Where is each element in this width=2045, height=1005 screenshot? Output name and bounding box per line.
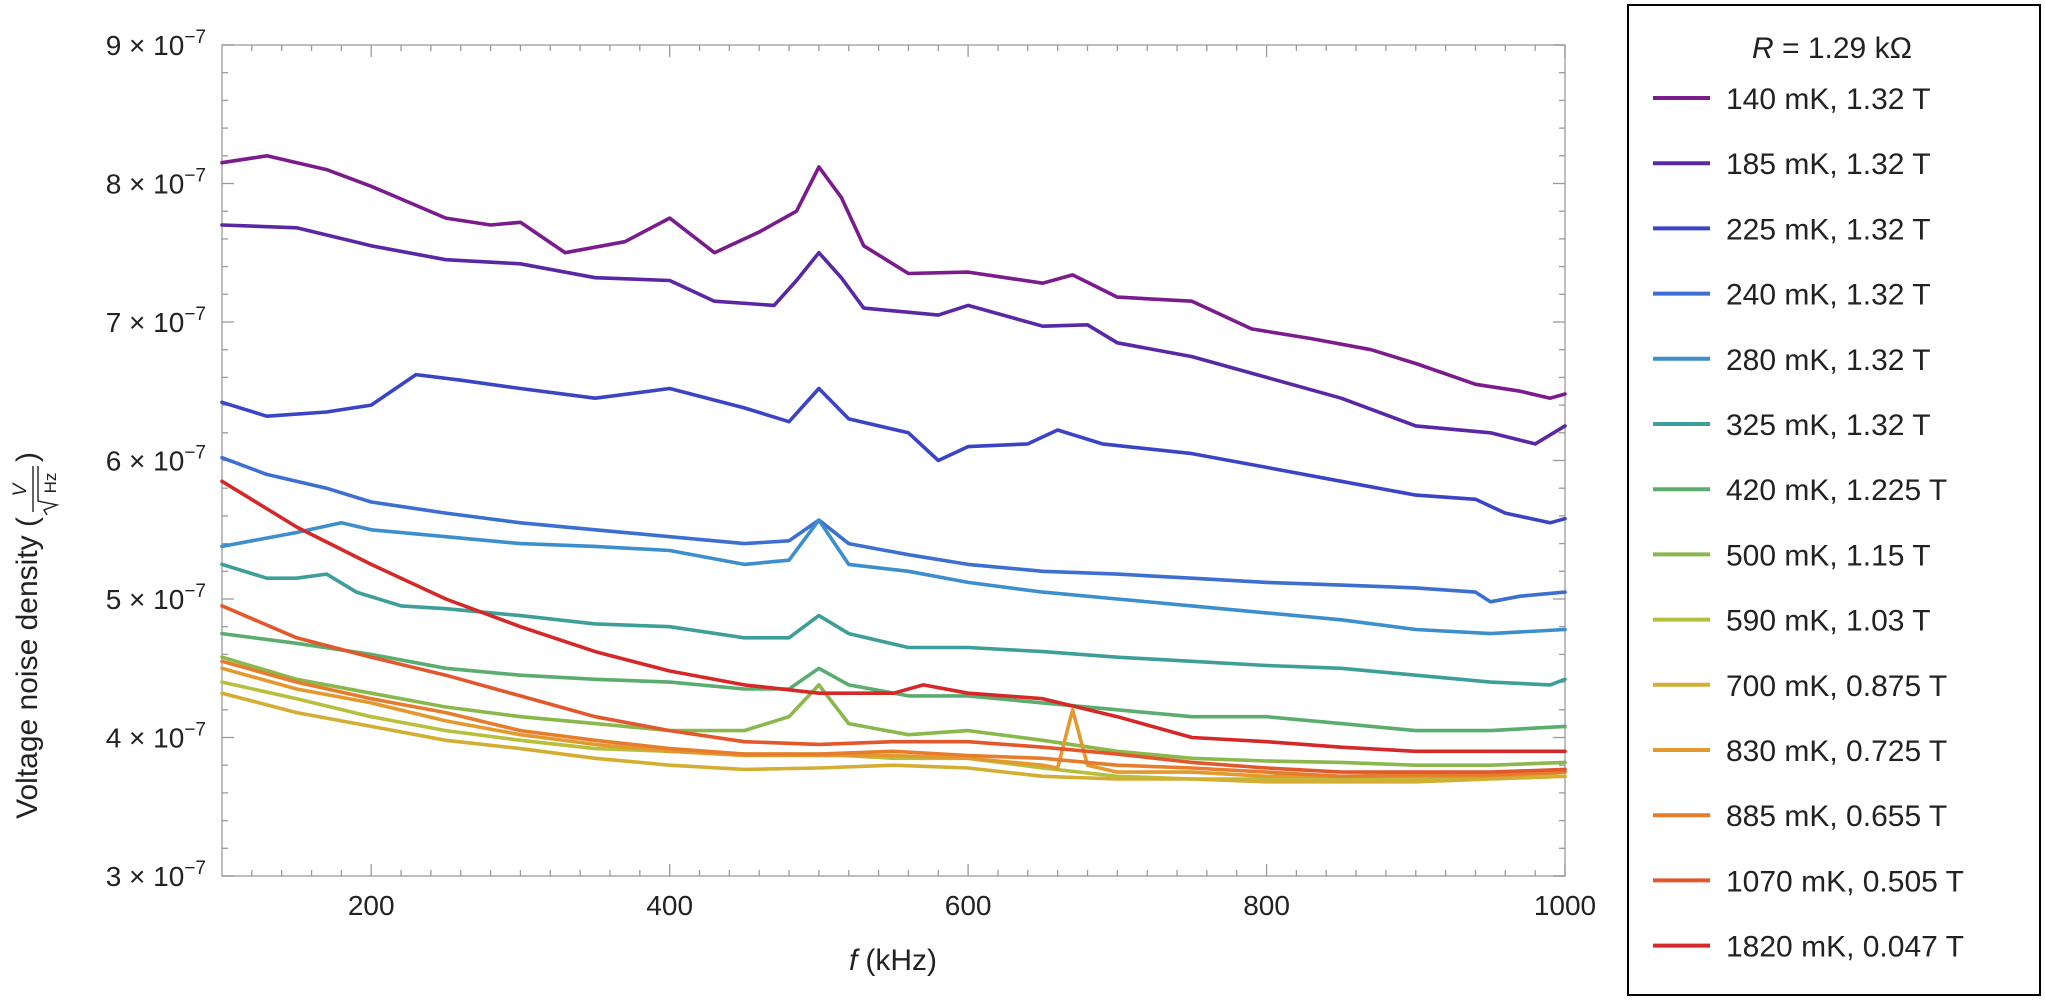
y-tick-exponent: −7 xyxy=(184,166,206,187)
series-line-13 xyxy=(220,604,1567,774)
legend-title-variable: R xyxy=(1752,32,1774,65)
x-tick-label: 1000 xyxy=(1534,890,1596,921)
y-tick-label: 8 × 10−7 xyxy=(106,166,206,200)
series-line-12 xyxy=(220,659,1567,779)
legend-label-5: 280 mK, 1.32 T xyxy=(1726,344,1931,377)
legend-label-12: 885 mK, 0.655 T xyxy=(1726,800,1947,833)
y-tick-exponent: −7 xyxy=(184,304,206,325)
y-tick-label: 9 × 10−7 xyxy=(106,27,206,61)
legend-label-11: 830 mK, 0.725 T xyxy=(1726,735,1947,768)
legend-label-8: 500 mK, 1.15 T xyxy=(1726,539,1931,572)
y-axis-label-text: Voltage noise density ( xyxy=(11,517,44,819)
plot-area xyxy=(220,44,1567,877)
y-tick-times: × 10 xyxy=(121,30,184,61)
y-tick-mantissa: 6 xyxy=(106,446,122,477)
y-tick-exponent: −7 xyxy=(184,581,206,602)
y-tick-mantissa: 8 xyxy=(106,169,122,200)
y-tick-mantissa: 3 xyxy=(106,861,122,892)
y-tick-label: 5 × 10−7 xyxy=(106,581,206,615)
legend-label-2: 185 mK, 1.32 T xyxy=(1726,148,1931,181)
y-axis-unit-sqrt-sign xyxy=(37,466,60,516)
series-lines xyxy=(220,154,1567,784)
x-axis-tick-labels: 200 400 600 800 1000 xyxy=(348,890,1596,921)
legend-label-10: 700 mK, 0.875 T xyxy=(1726,670,1947,703)
x-tick-label: 200 xyxy=(348,890,395,921)
y-tick-exponent: −7 xyxy=(184,720,206,741)
y-axis-unit-numerator: V xyxy=(10,481,31,496)
x-axis-label: f (kHz) xyxy=(849,944,937,977)
legend: R = 1.29 kΩ 140 mK, 1.32 T 185 mK, 1.32 T… xyxy=(1627,4,2041,996)
y-axis-tick-labels: 3 × 10−74 × 10−75 × 10−76 × 10−77 × 10−7… xyxy=(106,27,206,892)
y-tick-times: × 10 xyxy=(121,307,184,338)
x-tick-label: 600 xyxy=(945,890,992,921)
y-tick-mantissa: 7 xyxy=(106,307,122,338)
series-line-2 xyxy=(220,223,1567,446)
legend-label-3: 225 mK, 1.32 T xyxy=(1726,213,1931,246)
series-line-10 xyxy=(220,691,1567,784)
legend-label-4: 240 mK, 1.32 T xyxy=(1726,279,1931,312)
legend-items: 140 mK, 1.32 T 185 mK, 1.32 T 225 mK, 1.32… xyxy=(1653,83,1964,964)
y-tick-times: × 10 xyxy=(121,446,184,477)
y-axis-unit-denominator: Hz xyxy=(41,473,60,494)
y-tick-exponent: −7 xyxy=(184,27,206,48)
series-line-7 xyxy=(220,631,1567,733)
y-tick-label: 6 × 10−7 xyxy=(106,443,206,477)
series-line-9 xyxy=(220,680,1567,781)
y-tick-times: × 10 xyxy=(121,861,184,892)
legend-label-9: 590 mK, 1.03 T xyxy=(1726,605,1931,638)
legend-label-1: 140 mK, 1.32 T xyxy=(1726,83,1931,116)
y-tick-label: 3 × 10−7 xyxy=(106,858,206,892)
x-axis-unit: (kHz) xyxy=(865,944,937,977)
y-axis-label-close: ) xyxy=(11,452,44,462)
y-tick-times: × 10 xyxy=(121,169,184,200)
series-line-8 xyxy=(220,655,1567,767)
y-axis-label: Voltage noise density ( V Hz ) xyxy=(10,452,60,819)
axis-ticks xyxy=(222,44,1566,877)
series-line-3 xyxy=(220,372,1567,525)
series-line-4 xyxy=(220,455,1567,604)
series-line-1 xyxy=(220,154,1567,400)
y-tick-label: 7 × 10−7 xyxy=(106,304,206,338)
y-tick-mantissa: 5 xyxy=(106,584,122,615)
legend-title: R = 1.29 kΩ xyxy=(1752,32,1912,65)
series-line-11 xyxy=(220,666,1567,779)
legend-label-6: 325 mK, 1.32 T xyxy=(1726,409,1931,442)
x-tick-label: 400 xyxy=(646,890,693,921)
legend-label-14: 1820 mK, 0.047 T xyxy=(1726,931,1964,964)
y-tick-exponent: −7 xyxy=(184,858,206,879)
y-tick-label: 4 × 10−7 xyxy=(106,720,206,754)
x-tick-label: 800 xyxy=(1243,890,1290,921)
y-tick-mantissa: 9 xyxy=(106,30,122,61)
y-tick-mantissa: 4 xyxy=(106,723,122,754)
series-line-6 xyxy=(220,562,1567,687)
y-tick-exponent: −7 xyxy=(184,443,206,464)
y-tick-times: × 10 xyxy=(121,723,184,754)
y-tick-times: × 10 xyxy=(121,584,184,615)
legend-title-value: = 1.29 kΩ xyxy=(1774,32,1912,65)
series-line-14 xyxy=(220,479,1567,754)
legend-label-7: 420 mK, 1.225 T xyxy=(1726,474,1947,507)
series-line-5 xyxy=(220,518,1567,636)
legend-box xyxy=(1627,4,2041,996)
legend-label-13: 1070 mK, 0.505 T xyxy=(1726,865,1964,898)
x-axis-variable: f xyxy=(849,944,860,977)
